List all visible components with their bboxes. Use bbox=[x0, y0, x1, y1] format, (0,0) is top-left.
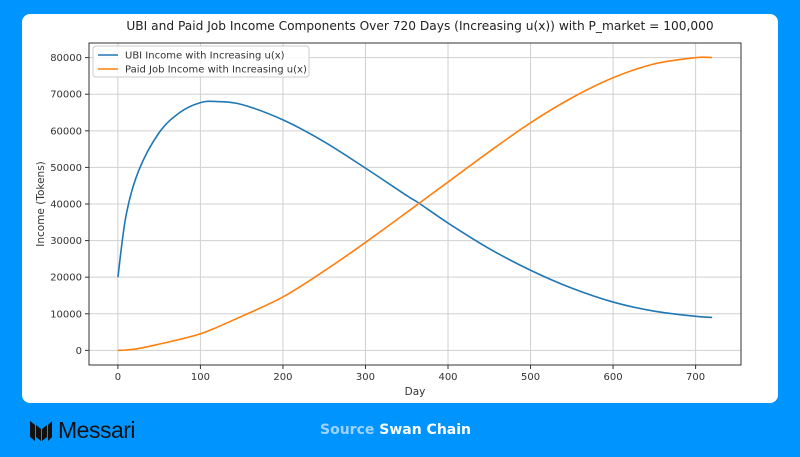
x-axis-label: Day bbox=[405, 386, 426, 398]
y-tick-label: 50000 bbox=[50, 163, 82, 174]
source-value: Swan Chain bbox=[379, 422, 472, 438]
messari-logo-icon bbox=[30, 421, 52, 441]
y-tick-label: 0 bbox=[76, 346, 82, 357]
y-tick-label: 30000 bbox=[50, 236, 82, 247]
x-tick-label: 400 bbox=[438, 372, 457, 383]
y-tick-label: 10000 bbox=[50, 309, 82, 320]
series-line bbox=[117, 100, 713, 319]
legend-label: UBI Income with Increasing u(x) bbox=[125, 51, 285, 62]
x-tick-label: 300 bbox=[356, 372, 375, 383]
x-tick-label: 100 bbox=[191, 372, 210, 383]
chart-title: UBI and Paid Job Income Components Over … bbox=[126, 19, 714, 33]
legend: UBI Income with Increasing u(x) Paid Job … bbox=[92, 45, 310, 78]
y-axis-label: Income (Tokens) bbox=[35, 161, 47, 247]
y-tick-label: 40000 bbox=[50, 200, 82, 211]
source-label: Source bbox=[320, 422, 375, 438]
x-tick-label: 700 bbox=[686, 372, 705, 383]
series-line bbox=[117, 56, 713, 352]
legend-label: Paid Job Income with Increasing u(x) bbox=[125, 65, 307, 76]
messari-logo-text: Messari bbox=[58, 416, 136, 443]
y-tick-label: 60000 bbox=[50, 126, 82, 137]
x-tick-label: 200 bbox=[273, 372, 292, 383]
y-tick-label: 80000 bbox=[50, 53, 82, 64]
y-tick-label: 70000 bbox=[50, 90, 82, 101]
chart-card bbox=[22, 14, 778, 403]
x-tick-label: 600 bbox=[604, 372, 623, 383]
x-tick-label: 0 bbox=[115, 372, 121, 383]
x-tick-label: 500 bbox=[521, 372, 540, 383]
source-credit: Source Swan Chain bbox=[320, 422, 471, 438]
y-tick-label: 20000 bbox=[50, 273, 82, 284]
messari-logo: Messari bbox=[30, 416, 136, 443]
